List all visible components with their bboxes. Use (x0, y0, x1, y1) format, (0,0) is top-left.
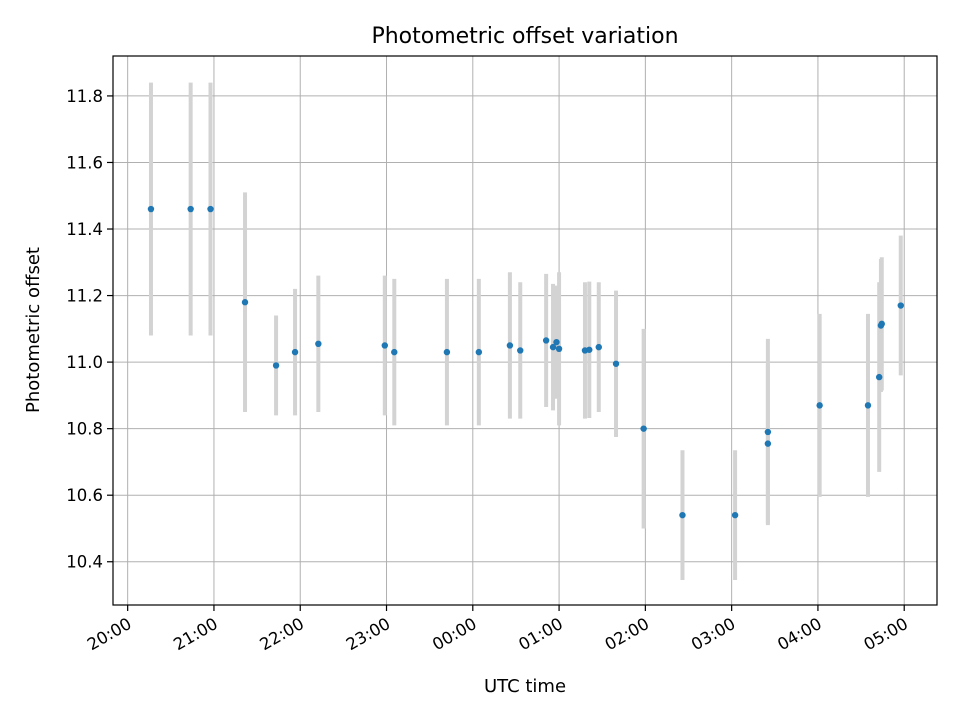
plot-area (113, 56, 937, 605)
data-point (443, 348, 451, 356)
data-point (679, 511, 686, 519)
data-point (612, 360, 620, 367)
data-point (517, 347, 524, 354)
data-point (241, 299, 249, 306)
y-tick-label: 11.8 (66, 87, 103, 106)
plot-frame (112, 55, 938, 606)
chart-title: Photometric offset variation (371, 24, 678, 49)
data-point (549, 343, 557, 351)
y-tick-label: 11.6 (66, 153, 103, 172)
data-point (897, 302, 904, 309)
data-point (315, 340, 322, 348)
data-point (272, 362, 280, 369)
x-axis-label: UTC time (484, 676, 566, 697)
data-point (816, 402, 823, 409)
y-tick-label: 10.4 (66, 553, 103, 572)
data-point (391, 348, 398, 356)
data-point (147, 205, 155, 213)
y-tick-label: 10.8 (66, 420, 103, 439)
data-point (207, 205, 214, 213)
grid-lines (113, 56, 937, 605)
data-point (595, 343, 602, 351)
data-point (586, 346, 593, 353)
data-point (475, 348, 483, 356)
data-point (553, 338, 560, 346)
data-point (764, 428, 772, 436)
data-point (731, 511, 739, 519)
y-axis-label: Photometric offset (23, 247, 44, 413)
data-points (147, 205, 904, 519)
y-tick-label: 11.0 (66, 353, 103, 372)
y-tick-label: 10.6 (66, 486, 103, 505)
data-point (291, 348, 299, 356)
data-point (555, 345, 563, 352)
data-point (875, 373, 883, 381)
y-tick-label: 11.2 (66, 287, 103, 306)
data-point (187, 205, 194, 213)
data-point (506, 342, 514, 349)
data-point (878, 320, 885, 328)
data-point (381, 342, 388, 349)
data-point (542, 337, 550, 344)
y-tick-label: 11.4 (66, 220, 103, 239)
data-point (864, 402, 872, 409)
y-axis-ticks: 10.4 10.6 10.8 11.0 11.2 11.4 11.6 11.8 (66, 87, 113, 572)
data-point (764, 440, 772, 447)
data-point (640, 425, 647, 432)
